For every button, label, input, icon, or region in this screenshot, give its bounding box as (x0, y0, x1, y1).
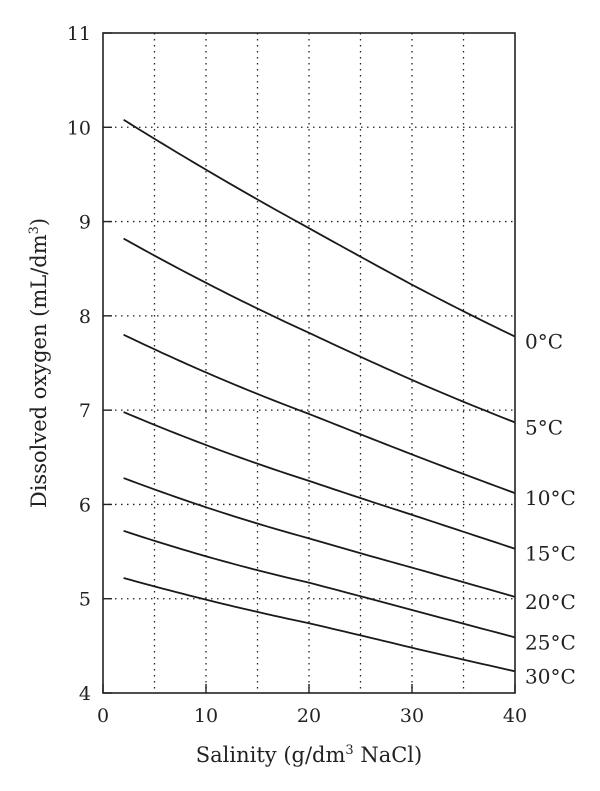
series-curves (123, 118, 516, 673)
curve-15c (123, 411, 516, 550)
curve-0c (123, 118, 516, 338)
series-label-25c: 25°C (525, 630, 576, 654)
y-tick-label-9: 9 (79, 212, 91, 234)
axis-ticks (102, 32, 516, 694)
x-axis-title: Salinity (g/dm3 NaCl) (196, 743, 422, 767)
y-axis-title: Dissolved oxygen (mL/dm3) (27, 218, 51, 508)
curve-5c (123, 237, 516, 424)
y-tick-label-8: 8 (79, 306, 91, 328)
y-tick-label-6: 6 (79, 494, 91, 516)
series-labels: 0°C 5°C 10°C 15°C 20°C 25°C 30°C (525, 330, 576, 689)
series-label-15c: 15°C (525, 542, 576, 566)
y-tick-label-10: 10 (67, 117, 91, 139)
series-label-10c: 10°C (525, 486, 576, 510)
x-tick-label-40: 40 (503, 705, 527, 727)
y-tick-label-7: 7 (79, 400, 91, 422)
x-tick-label-10: 10 (194, 705, 218, 727)
grid (103, 33, 515, 693)
y-tick-label-11: 11 (67, 23, 91, 45)
series-label-0c: 0°C (525, 330, 563, 354)
x-tick-label-30: 30 (400, 705, 424, 727)
series-label-5c: 5°C (525, 415, 563, 439)
y-tick-labels: 4 5 6 7 8 9 10 11 (67, 23, 91, 705)
y-tick-label-5: 5 (79, 589, 91, 611)
x-tick-label-20: 20 (297, 705, 321, 727)
curve-25c (123, 529, 516, 639)
series-label-20c: 20°C (525, 590, 576, 614)
curve-10c (123, 333, 516, 494)
curve-30c (123, 577, 516, 673)
series-label-30c: 30°C (525, 664, 576, 688)
x-tick-labels: 0 10 20 30 40 (97, 705, 527, 727)
x-tick-label-0: 0 (97, 705, 109, 727)
curve-20c (123, 477, 516, 598)
y-tick-label-4: 4 (79, 683, 91, 705)
